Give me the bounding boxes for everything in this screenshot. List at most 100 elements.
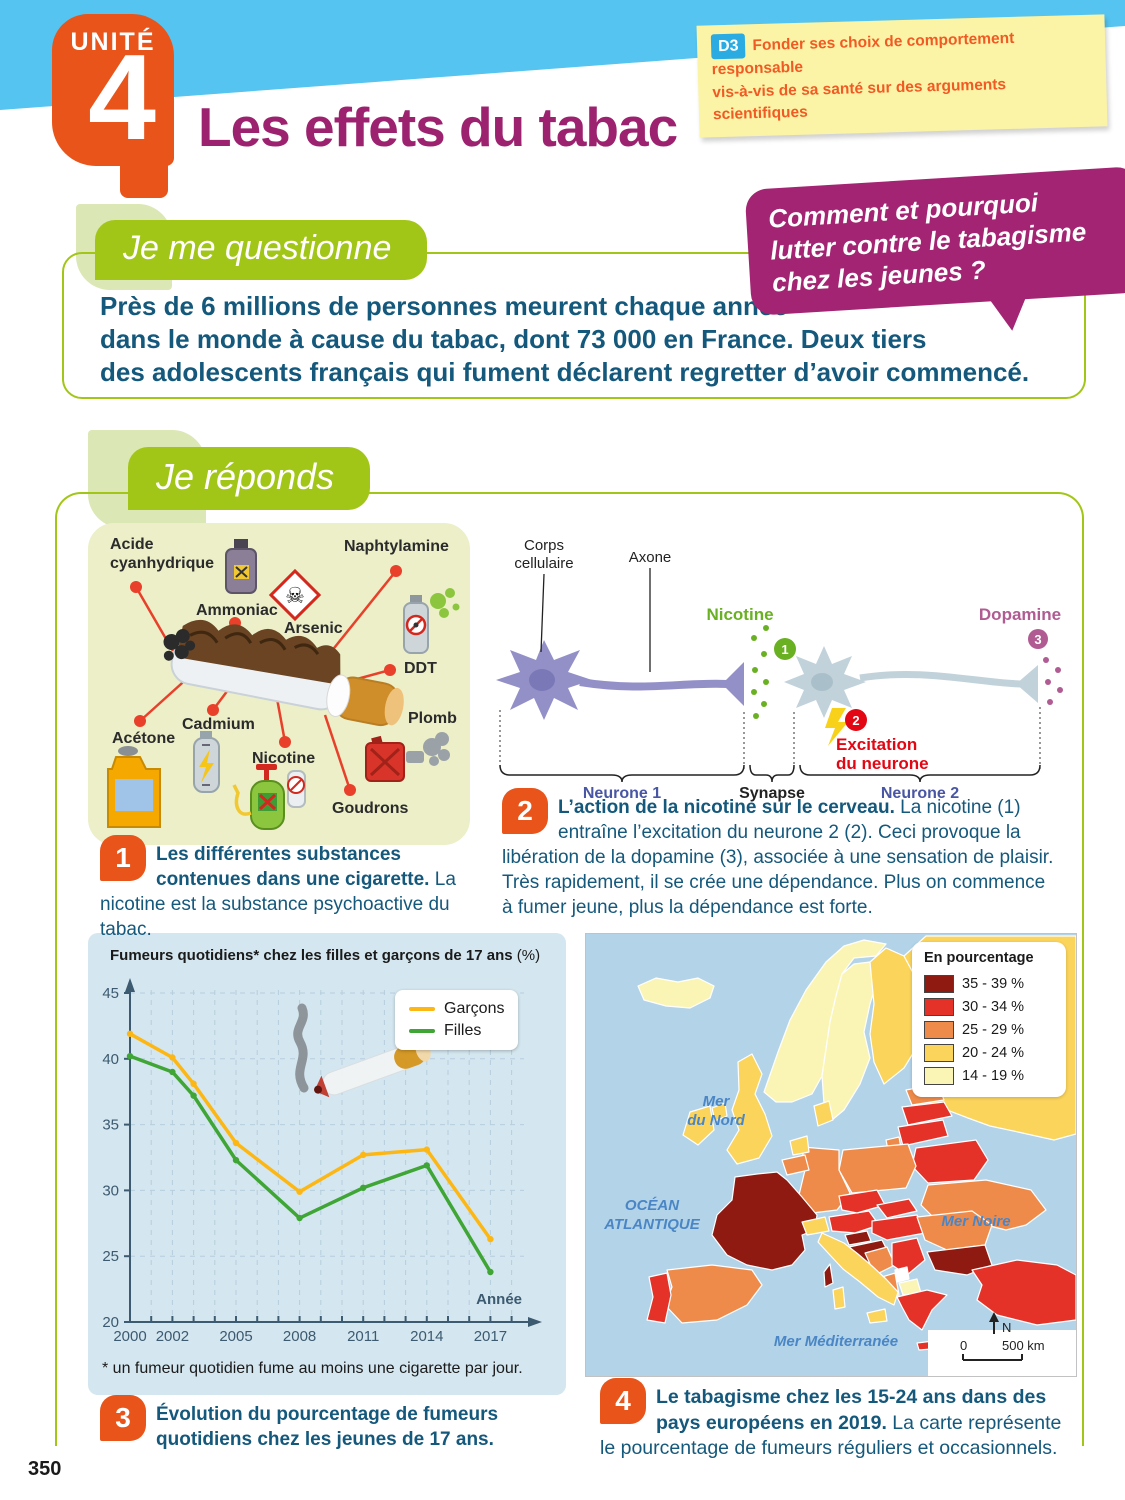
svg-text:40: 40 [102, 1051, 119, 1068]
sea-label-mer-du-nord: Mer du Nord [687, 1093, 745, 1129]
legend-swatch [924, 1043, 954, 1062]
acetone-can-icon [107, 746, 161, 828]
country-ireland [682, 1105, 715, 1146]
substance-label: Acétone [112, 730, 176, 747]
scale-background [928, 1330, 1076, 1376]
dopamine-label: Dopamine [979, 605, 1061, 624]
country-uk [726, 1053, 773, 1165]
cigarette-drawing [163, 619, 404, 727]
legend-item: 35 - 39 % [924, 972, 1056, 995]
nicotine-dots [751, 625, 769, 719]
page-title: Les effets du tabac [198, 96, 678, 158]
country-slovenia [844, 1230, 872, 1246]
unit-label: UNITÉ [70, 28, 156, 56]
country-lithuania [897, 1119, 949, 1147]
substance-label: Naphtylamine [344, 538, 449, 555]
country-greece [896, 1289, 948, 1331]
svg-text:1: 1 [781, 642, 788, 657]
competence-note: D3 Fonder ses choix de comportement respo… [696, 14, 1108, 138]
substance-label: Plomb [408, 710, 457, 727]
svg-text:☠: ☠ [285, 583, 305, 608]
legend-item: 20 - 24 % [924, 1041, 1056, 1064]
country-denmark [813, 1100, 834, 1127]
country-switzerland [801, 1216, 830, 1236]
country-turkey [971, 1259, 1077, 1326]
legend-item: 25 - 29 % [924, 1018, 1056, 1041]
figure3-caption: 3 Évolution du pourcentage de fumeurs qu… [100, 1395, 540, 1452]
country-norway [763, 939, 887, 1103]
step1-circle [774, 638, 796, 660]
figure2-caption-text: La nicotine (1) entraîne l’excitation du… [502, 797, 1054, 919]
ammonia-bottle-icon [225, 539, 257, 594]
connector-dots [130, 565, 402, 796]
sea-label-mer-noire: Mer Noire [941, 1213, 1011, 1230]
svg-text:Année: Année [476, 1291, 522, 1308]
figure3-caption-bold: Évolution du pourcentage de fumeurs quot… [156, 1404, 499, 1451]
substance-label: Acide cyanhydrique [110, 536, 215, 572]
country-portugal [646, 1272, 672, 1324]
lightning-icon [825, 708, 848, 746]
country-n-ireland [711, 1102, 728, 1122]
legend-swatch [924, 974, 954, 993]
country-france [711, 1171, 818, 1271]
series-Filles [128, 1054, 493, 1274]
svg-text:30: 30 [102, 1182, 119, 1199]
corps-cellulaire-label: Corps [524, 537, 564, 554]
unit-badge [52, 14, 174, 166]
svg-text:2000: 2000 [113, 1328, 146, 1345]
figure4-caption-text: La carte représente le pourcentage de fu… [600, 1411, 1062, 1460]
country-sicily [866, 1308, 888, 1324]
country-belgium [781, 1154, 810, 1176]
country-corsica [823, 1263, 834, 1288]
sea-label-atlantique: OCÉAN ATLANTIQUE [604, 1197, 700, 1233]
legend-swatch [924, 997, 954, 1016]
legend-swatch [924, 1020, 954, 1039]
nicotine-label: Nicotine [706, 605, 773, 624]
dotted-separators [499, 707, 1041, 770]
cigarette-diagram-art: ☠ [107, 539, 460, 830]
banner-je-reponds: Je réponds [128, 447, 371, 510]
figure2-caption: 2 L’action de la nicotine sur le cerveau… [502, 788, 1060, 920]
substance-label: Goudrons [332, 800, 409, 817]
country-sardinia [832, 1286, 846, 1310]
map-legend: En pourcentage 35 - 39 % 30 - 34 % 25 - … [912, 942, 1066, 1097]
country-spain [664, 1264, 763, 1324]
d3-badge: D3 [710, 33, 746, 60]
figure4-caption: 4 Le tabagisme chez les 15-24 ans dans d… [600, 1378, 1072, 1462]
svg-text:2017: 2017 [474, 1328, 507, 1345]
line-chart: 20 25 30 35 40 45 2000 2002 2005 2008 2011 2014 2017… [102, 978, 542, 1345]
legend-row: Filles [409, 1020, 504, 1042]
figure1-number-badge: 1 [100, 835, 146, 881]
country-poland [838, 1143, 917, 1194]
country-netherlands [789, 1135, 810, 1156]
substance-label: Nicotine [252, 750, 316, 767]
legend-item: 30 - 34 % [924, 995, 1056, 1018]
country-serbia [891, 1237, 926, 1276]
excitation-label: Excitation [836, 735, 917, 754]
skull-icon: ☠ [268, 568, 322, 622]
figure2-caption-bold: L’action de la nicotine sur le cerveau. [558, 797, 895, 818]
figure4-number-badge: 4 [600, 1378, 646, 1424]
figure4-map-panel: En pourcentage 35 - 39 % 30 - 34 % 25 - … [585, 933, 1077, 1377]
lead-jerrycan-icon [365, 732, 450, 782]
substance-label: DDT [404, 660, 437, 677]
map-legend-title: En pourcentage [924, 950, 1034, 966]
country-kosovo [894, 1266, 910, 1283]
svg-text:45: 45 [102, 985, 119, 1002]
substance-label: Ammoniac [196, 602, 278, 619]
country-italy [817, 1232, 899, 1306]
svg-text:2011: 2011 [347, 1328, 379, 1345]
chart-footnote: * un fumeur quotidien fume au moins une … [102, 1360, 523, 1377]
legend-item: 14 - 19 % [924, 1064, 1056, 1087]
svg-text:cellulaire: cellulaire [514, 555, 573, 572]
neurone2-label: Neurone 2 [881, 785, 959, 802]
neurone1-label: Neurone 1 [583, 785, 661, 802]
svg-text:35: 35 [102, 1117, 119, 1134]
svg-text:3: 3 [1034, 632, 1041, 647]
svg-text:0: 0 [960, 1338, 967, 1353]
figure1-caption-bold: Les différentes substances contenues dan… [156, 844, 430, 891]
figure4-caption-bold: Le tabagisme chez les 15-24 ans dans des… [656, 1386, 1047, 1434]
country-czechia [838, 1189, 886, 1214]
decorative-cigarette [293, 1003, 431, 1098]
